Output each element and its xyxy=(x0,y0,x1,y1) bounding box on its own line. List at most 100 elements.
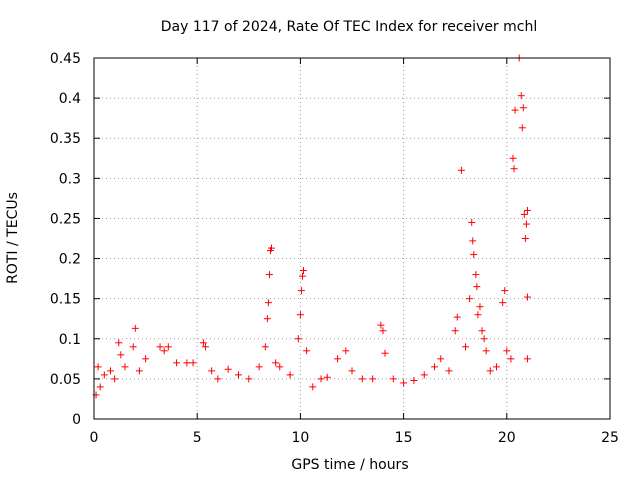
data-point xyxy=(523,206,531,214)
x-tick-label: 0 xyxy=(90,430,99,446)
data-points xyxy=(92,54,531,399)
data-point xyxy=(457,166,465,174)
y-tick-label: 0.3 xyxy=(59,171,81,187)
data-point xyxy=(369,375,377,383)
data-point xyxy=(268,244,276,252)
y-tick-label: 0.15 xyxy=(50,292,81,308)
data-point xyxy=(131,324,139,332)
data-point xyxy=(173,359,181,367)
data-point xyxy=(142,355,150,363)
data-point xyxy=(472,271,480,279)
grid xyxy=(94,58,610,419)
data-point xyxy=(121,363,129,371)
data-point xyxy=(469,237,477,245)
data-point xyxy=(420,371,428,379)
data-point xyxy=(276,363,284,371)
data-point xyxy=(410,376,418,384)
data-point xyxy=(377,321,385,329)
data-point xyxy=(379,327,387,335)
data-point xyxy=(263,315,271,323)
data-point xyxy=(286,371,294,379)
data-point xyxy=(437,355,445,363)
data-point xyxy=(400,379,408,387)
data-point xyxy=(117,351,125,359)
data-point xyxy=(510,165,518,173)
data-point xyxy=(517,92,525,100)
data-point xyxy=(470,251,478,259)
data-point xyxy=(299,267,307,275)
data-point xyxy=(115,339,123,347)
data-point xyxy=(100,371,108,379)
data-point xyxy=(519,104,527,112)
data-point xyxy=(296,311,304,319)
chart-title: Day 117 of 2024, Rate Of TEC Index for r… xyxy=(161,19,537,35)
data-point xyxy=(523,355,531,363)
y-axis: 0 0.05 0.1 0.15 0.2 0.25 0.3 0.35 0.4 0.45 xyxy=(50,51,610,428)
y-axis-label: ROTI / TECUs xyxy=(5,192,21,284)
data-point xyxy=(445,367,453,375)
data-point xyxy=(189,359,197,367)
y-tick-label: 0.4 xyxy=(59,91,81,107)
data-point xyxy=(111,375,119,383)
data-point xyxy=(503,347,511,355)
data-point xyxy=(303,347,311,355)
data-point xyxy=(264,299,272,307)
data-point xyxy=(334,355,342,363)
data-point xyxy=(201,343,209,351)
data-point xyxy=(499,299,507,307)
data-point xyxy=(208,367,216,375)
data-point xyxy=(480,335,488,343)
data-point xyxy=(381,349,389,357)
data-point xyxy=(298,272,306,280)
data-point xyxy=(255,363,263,371)
data-point xyxy=(511,106,519,114)
data-point xyxy=(214,375,222,383)
data-point xyxy=(468,218,476,226)
data-point xyxy=(466,295,474,303)
data-point xyxy=(224,365,232,373)
x-tick-label: 5 xyxy=(193,430,202,446)
data-point xyxy=(342,347,350,355)
data-point xyxy=(507,355,515,363)
x-axis: 0 5 10 15 20 25 xyxy=(90,58,619,446)
data-point xyxy=(453,313,461,321)
data-point xyxy=(183,359,191,367)
x-tick-label: 20 xyxy=(498,430,516,446)
x-tick-label: 10 xyxy=(291,430,309,446)
x-tick-label: 25 xyxy=(601,430,619,446)
y-tick-label: 0.35 xyxy=(50,131,81,147)
data-point xyxy=(164,343,172,351)
data-point xyxy=(156,343,164,351)
data-point xyxy=(451,327,459,335)
data-point xyxy=(476,303,484,311)
data-point xyxy=(501,287,509,295)
y-tick-label: 0.1 xyxy=(59,332,81,348)
data-point xyxy=(522,220,530,228)
data-point xyxy=(297,287,305,295)
data-point xyxy=(492,363,500,371)
y-tick-label: 0.05 xyxy=(50,372,81,388)
data-point xyxy=(96,383,104,391)
data-point xyxy=(474,311,482,319)
data-point xyxy=(265,271,273,279)
data-point xyxy=(509,154,517,162)
y-tick-label: 0.2 xyxy=(59,252,81,268)
data-point xyxy=(94,363,102,371)
data-point xyxy=(478,327,486,335)
data-point xyxy=(431,363,439,371)
data-point xyxy=(482,347,490,355)
y-tick-label: 0.25 xyxy=(50,211,81,227)
data-point xyxy=(389,375,397,383)
data-point xyxy=(245,375,253,383)
data-point xyxy=(261,343,269,351)
data-point xyxy=(520,210,528,218)
data-point xyxy=(462,343,470,351)
data-point xyxy=(486,367,494,375)
data-point xyxy=(129,343,137,351)
plot-frame xyxy=(93,57,611,420)
data-point xyxy=(294,335,302,343)
data-point xyxy=(358,375,366,383)
data-point xyxy=(473,283,481,291)
